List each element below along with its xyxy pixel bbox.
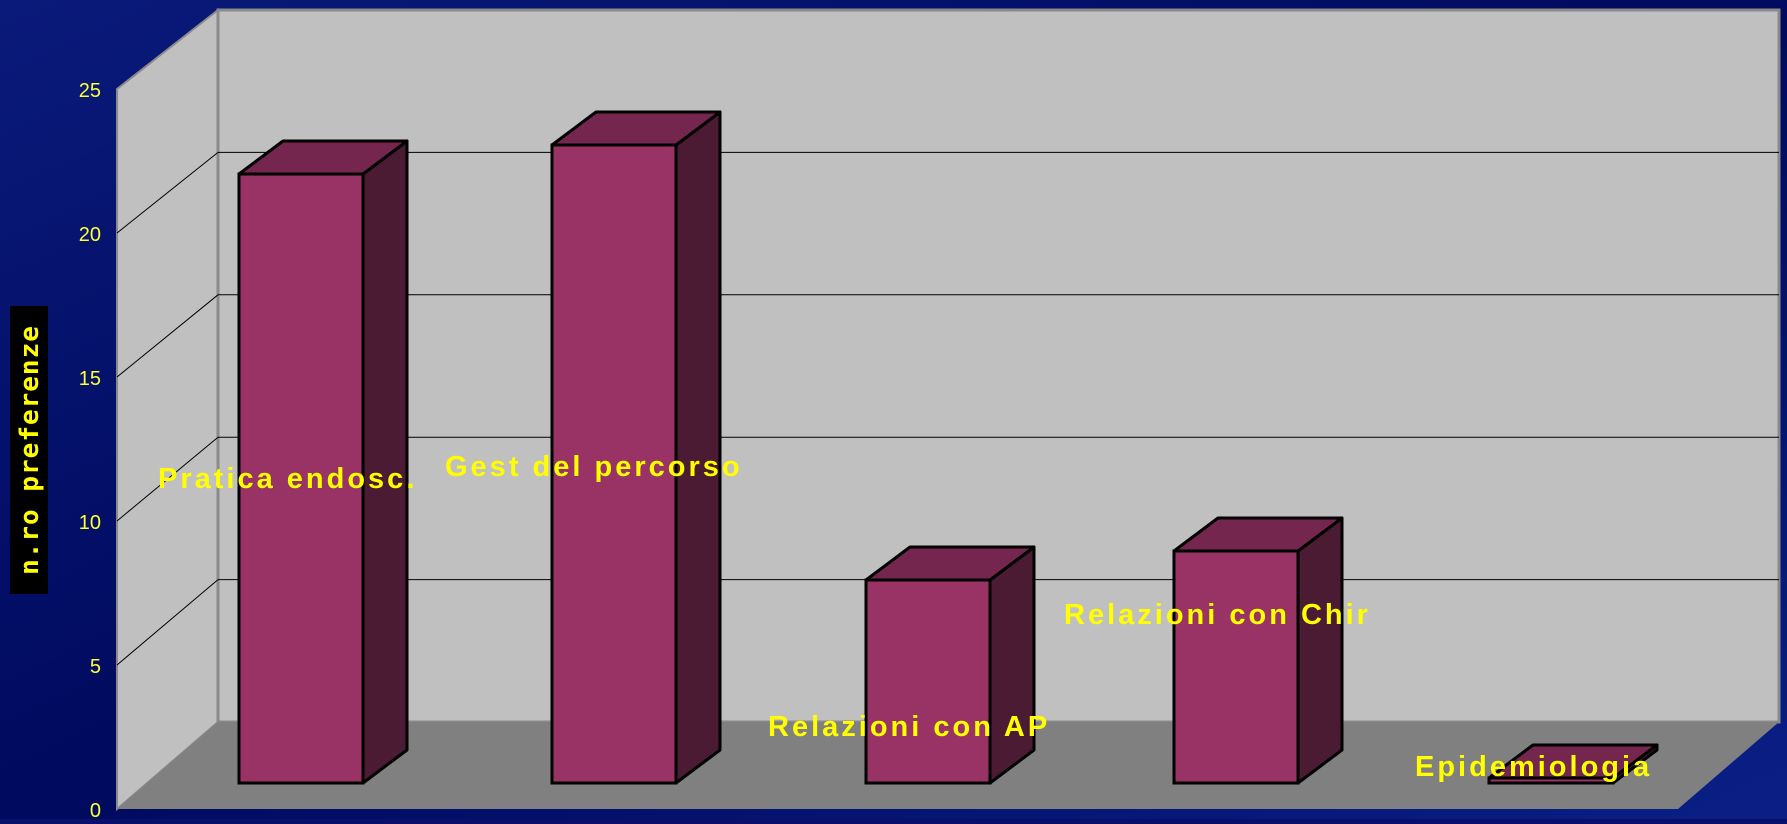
category-label: Relazioni con Chir bbox=[1064, 599, 1371, 631]
bar-side bbox=[676, 112, 720, 783]
category-label: Relazioni con AP bbox=[768, 711, 1050, 743]
category-label: Pratica endosc. bbox=[158, 463, 417, 495]
y-tick-label: 5 bbox=[90, 656, 101, 678]
y-tick-label: 20 bbox=[79, 224, 101, 246]
bar-side bbox=[990, 547, 1034, 783]
bar bbox=[1174, 518, 1342, 783]
bar-front bbox=[1174, 551, 1298, 783]
y-axis-label: n.ro preferenze bbox=[15, 325, 45, 575]
y-tick-label: 25 bbox=[79, 80, 101, 102]
bar-side bbox=[1298, 518, 1342, 783]
bar bbox=[239, 141, 407, 783]
y-tick-label: 10 bbox=[79, 512, 101, 534]
bar bbox=[552, 112, 720, 783]
category-label: Gest del percorso bbox=[445, 451, 743, 483]
bar-front bbox=[866, 580, 990, 783]
bar-side bbox=[363, 141, 407, 783]
bar bbox=[866, 547, 1034, 783]
y-tick-label: 15 bbox=[79, 368, 101, 390]
y-tick-label: 0 bbox=[90, 800, 101, 819]
left-wall bbox=[117, 10, 218, 809]
category-label: Epidemiologia bbox=[1415, 751, 1652, 783]
